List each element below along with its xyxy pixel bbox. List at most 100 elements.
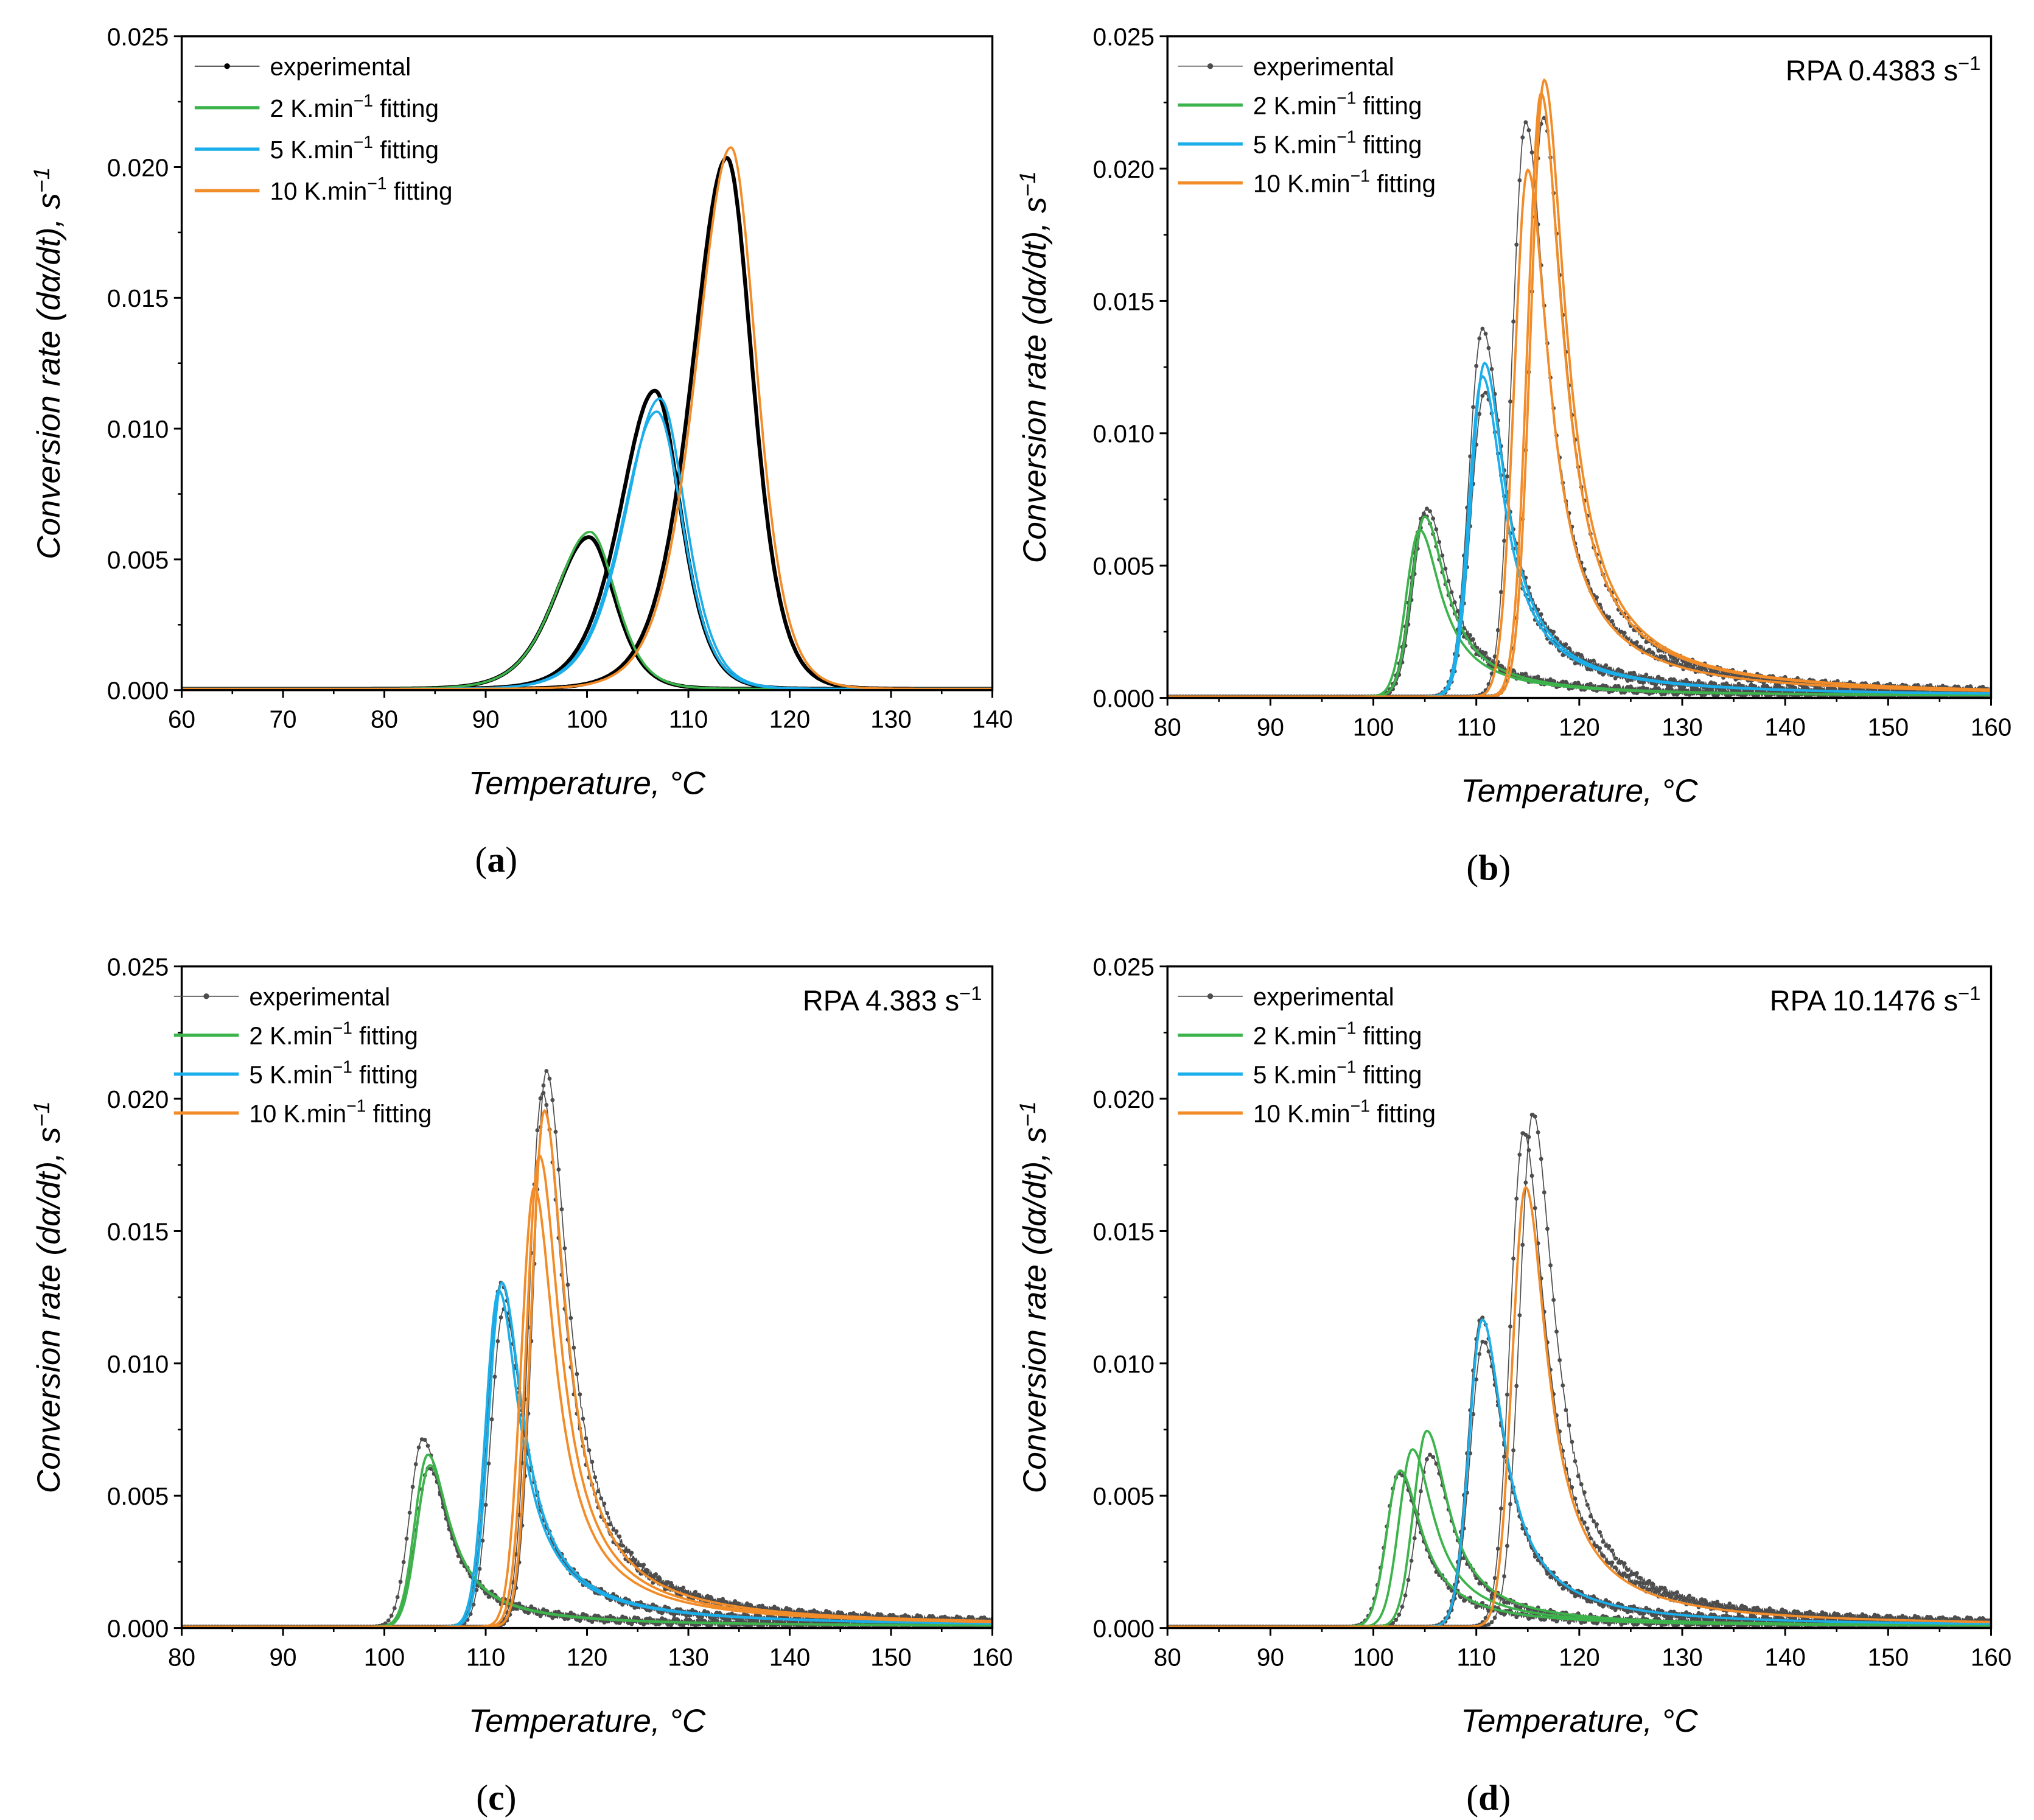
data-point — [1517, 1313, 1522, 1318]
data-point — [1511, 1448, 1515, 1453]
data-point — [1876, 1613, 1880, 1618]
data-point — [392, 1606, 397, 1611]
data-point — [1394, 1617, 1399, 1622]
data-point — [748, 1603, 753, 1608]
data-point — [398, 1580, 403, 1584]
series-line-10-k-min-fitting-0 — [181, 1185, 993, 1628]
data-point — [1656, 648, 1661, 653]
plot-frame — [180, 35, 994, 691]
x-axis-label: Temperature, °C — [1461, 773, 1698, 809]
data-point — [1721, 671, 1726, 676]
data-point — [1514, 1384, 1519, 1388]
data-point — [1526, 1148, 1531, 1152]
rpa-annotation: RPA 0.4383 s−1 — [1786, 52, 1981, 86]
data-point — [459, 1559, 464, 1564]
data-point — [1888, 682, 1893, 686]
data-point — [1526, 1617, 1531, 1621]
data-point — [1560, 653, 1565, 657]
data-point — [486, 1461, 491, 1466]
data-point — [669, 1581, 674, 1586]
data-point — [1629, 684, 1633, 689]
data-point — [1554, 1619, 1559, 1624]
series-line-experimental-1 — [1167, 508, 1991, 698]
data-point — [1641, 681, 1646, 685]
panel-caption: (a) — [475, 839, 518, 880]
chart-panel-d: 80 90 100 110 120 130 140 150 1600.0000.0050.010… — [1015, 953, 2011, 1818]
data-point — [410, 1485, 415, 1489]
x-tick-label: 100 — [364, 1643, 405, 1671]
data-point — [1437, 539, 1442, 544]
legend-label: 10 K.min−1 fitting — [1253, 166, 1436, 197]
data-point — [1477, 336, 1482, 341]
x-axis-label: Temperature, °C — [469, 765, 706, 801]
data-point — [1588, 659, 1593, 663]
data-point — [1489, 671, 1494, 676]
data-point — [1477, 1581, 1482, 1586]
data-point — [654, 1572, 659, 1577]
data-point — [550, 1615, 555, 1620]
data-point — [1403, 1593, 1408, 1598]
data-point — [593, 1475, 598, 1480]
series-line-experimental-1 — [181, 1467, 993, 1628]
data-point — [1764, 684, 1769, 689]
data-point — [1653, 683, 1658, 687]
data-point — [1585, 1502, 1590, 1507]
data-point — [1696, 688, 1701, 692]
data-point — [538, 1096, 543, 1101]
series-line-experimental-2 — [1167, 327, 1991, 698]
data-point — [1823, 1611, 1828, 1616]
data-point — [1551, 679, 1556, 684]
data-point — [1690, 1597, 1695, 1602]
data-point — [584, 1613, 589, 1617]
data-point — [1452, 600, 1457, 604]
legend-label: 2 K.min−1 fitting — [270, 91, 439, 122]
legend-marker — [203, 993, 209, 999]
data-point — [1811, 1611, 1816, 1616]
data-point — [1483, 331, 1488, 336]
data-point — [1406, 1578, 1411, 1583]
data-point — [535, 1128, 540, 1133]
data-point — [395, 1595, 400, 1600]
data-point — [1536, 674, 1540, 679]
data-point — [1480, 649, 1485, 654]
panel-caption: (c) — [476, 1777, 516, 1818]
data-point — [1511, 668, 1515, 673]
data-point — [575, 1371, 579, 1376]
data-point — [1659, 1623, 1664, 1628]
x-tick-label: 100 — [567, 705, 608, 733]
data-point — [1601, 1539, 1606, 1544]
data-point — [1412, 1536, 1417, 1541]
series-line-5-k-min-fitting-0 — [181, 1281, 993, 1628]
data-point — [578, 1619, 582, 1623]
data-point — [1672, 1623, 1676, 1628]
data-point — [1548, 1263, 1553, 1268]
data-point — [1653, 687, 1658, 691]
data-point — [1635, 640, 1639, 645]
legend-label: 2 K.min−1 fitting — [1253, 88, 1422, 119]
data-point — [407, 1510, 412, 1515]
data-point — [1625, 1567, 1630, 1572]
data-point — [1718, 1603, 1722, 1608]
data-point — [772, 1606, 777, 1611]
data-point — [386, 1618, 391, 1623]
data-point — [1483, 390, 1488, 395]
data-point — [1502, 1600, 1506, 1605]
data-point — [1492, 654, 1497, 659]
x-tick-label: 130 — [870, 705, 912, 733]
data-point — [863, 1612, 868, 1617]
data-point — [693, 1589, 698, 1594]
series-line-10-k-min-fitting-2 — [181, 1108, 993, 1628]
data-point — [1508, 1502, 1512, 1507]
legend-label: 5 K.min−1 fitting — [249, 1057, 418, 1088]
data-point — [1514, 1196, 1519, 1201]
data-point — [1684, 677, 1689, 682]
data-point — [1659, 654, 1664, 659]
data-point — [1570, 1485, 1574, 1489]
data-point — [1511, 319, 1515, 324]
y-axis-label: Conversion rate (dα/dt), s−1 — [1015, 171, 1053, 563]
y-tick-label: 0.005 — [107, 546, 169, 574]
data-point — [733, 1599, 738, 1603]
data-point — [1653, 1589, 1658, 1594]
data-point — [1523, 1132, 1528, 1137]
data-point — [1622, 1561, 1627, 1566]
